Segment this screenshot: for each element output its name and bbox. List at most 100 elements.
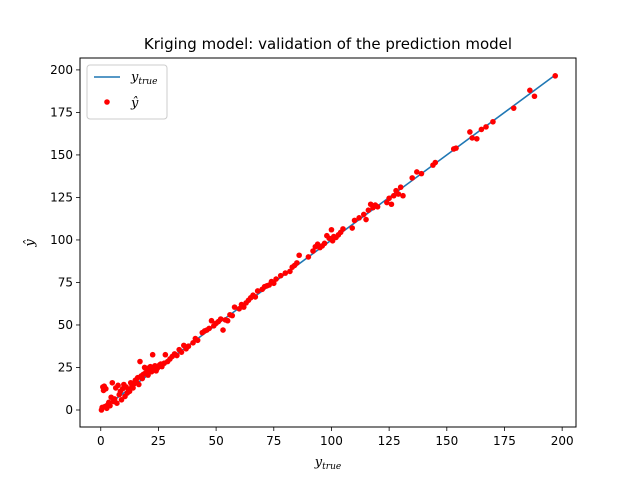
x-tick-label: 25: [151, 434, 166, 448]
data-point: [137, 358, 143, 365]
data-point: [321, 240, 328, 247]
data-point: [328, 226, 335, 233]
data-point: [114, 400, 120, 406]
data-point: [206, 325, 212, 332]
y-tick-label: 125: [50, 190, 73, 204]
data-point: [194, 337, 201, 344]
data-point: [145, 372, 151, 378]
data-point: [310, 248, 316, 254]
data-point: [224, 317, 231, 324]
data-point: [118, 396, 125, 403]
axes-frame: [79, 57, 577, 428]
data-point: [231, 304, 238, 310]
data-point: [395, 191, 402, 197]
data-point: [351, 217, 358, 224]
data-point: [469, 135, 475, 141]
data-point: [174, 352, 180, 359]
x-tick-label: 200: [551, 434, 574, 448]
data-point: [390, 192, 397, 199]
x-tick-label: 75: [266, 434, 281, 448]
data-point: [103, 385, 109, 392]
legend-label-yhat: ŷ: [130, 96, 139, 111]
chart-title: Kriging model: validation of the predict…: [144, 35, 512, 53]
data-point: [109, 379, 116, 386]
data-point: [254, 288, 261, 294]
x-tick-label: 150: [435, 434, 458, 448]
data-point: [287, 268, 293, 275]
data-point: [432, 159, 439, 166]
plot-area: [98, 73, 559, 413]
y-tick-label: 150: [50, 148, 73, 162]
data-point: [130, 385, 136, 391]
x-tick-label: 175: [493, 434, 516, 448]
x-tick-label: 50: [208, 434, 223, 448]
data-point: [296, 252, 302, 259]
data-point: [236, 306, 242, 312]
data-point: [349, 225, 356, 231]
data-point: [552, 73, 559, 79]
data-point: [386, 195, 392, 202]
data-point: [220, 327, 226, 333]
data-point: [240, 304, 247, 310]
data-point: [527, 87, 533, 94]
axes: 0 25 50 75 100 125 150 175 200 0 25 50 75 100 125 150 17…: [50, 63, 574, 448]
data-point: [136, 381, 142, 388]
data-point: [252, 294, 259, 300]
data-point: [418, 170, 425, 177]
data-point: [107, 402, 113, 409]
data-point: [115, 382, 121, 389]
data-point: [531, 93, 538, 100]
y-axis-label: ŷ: [23, 239, 38, 248]
data-point: [277, 272, 284, 279]
y-tick-label: 50: [58, 318, 73, 332]
data-point: [305, 254, 312, 260]
data-point: [229, 312, 236, 319]
legend-label-ytrue: ytrue: [130, 70, 157, 87]
data-point: [384, 199, 390, 206]
x-tick-label: 100: [320, 434, 343, 448]
data-point: [208, 317, 215, 324]
data-point: [178, 349, 185, 355]
data-point: [270, 280, 277, 287]
y-tick-label: 100: [50, 233, 73, 247]
data-point: [388, 201, 395, 208]
data-point: [510, 105, 517, 111]
data-point: [111, 396, 118, 402]
data-point: [397, 184, 404, 191]
data-point: [363, 216, 369, 223]
data-point: [409, 175, 416, 181]
x-axis-label: ytrue: [314, 455, 341, 472]
data-point: [474, 135, 480, 142]
y-tick-label: 0: [65, 403, 73, 417]
legend: ytrue ŷ: [86, 64, 168, 120]
data-point: [490, 118, 496, 125]
data-point: [356, 215, 362, 221]
data-point: [273, 276, 279, 282]
legend-dot-marker: [104, 99, 110, 105]
data-point: [453, 145, 459, 151]
x-tick-label: 0: [97, 434, 105, 448]
data-point: [282, 270, 289, 276]
y-tick-label: 200: [50, 63, 73, 77]
data-point: [340, 226, 346, 232]
data-point: [217, 316, 224, 322]
data-point: [139, 375, 146, 382]
data-point: [185, 343, 192, 350]
data-point: [478, 126, 485, 133]
data-point: [162, 351, 169, 358]
data-point: [190, 340, 196, 346]
y-tick-label: 175: [50, 105, 73, 119]
legend-box: [86, 64, 168, 120]
y-tick-label: 75: [58, 275, 73, 289]
x-tick-label: 125: [378, 434, 401, 448]
data-point: [467, 129, 473, 135]
y-tick-label: 25: [58, 360, 73, 374]
data-point: [294, 260, 300, 266]
data-point: [149, 351, 156, 358]
data-point: [365, 207, 372, 213]
data-point: [400, 192, 406, 199]
data-point: [374, 203, 381, 210]
data-point: [360, 211, 367, 218]
data-point: [414, 169, 420, 175]
